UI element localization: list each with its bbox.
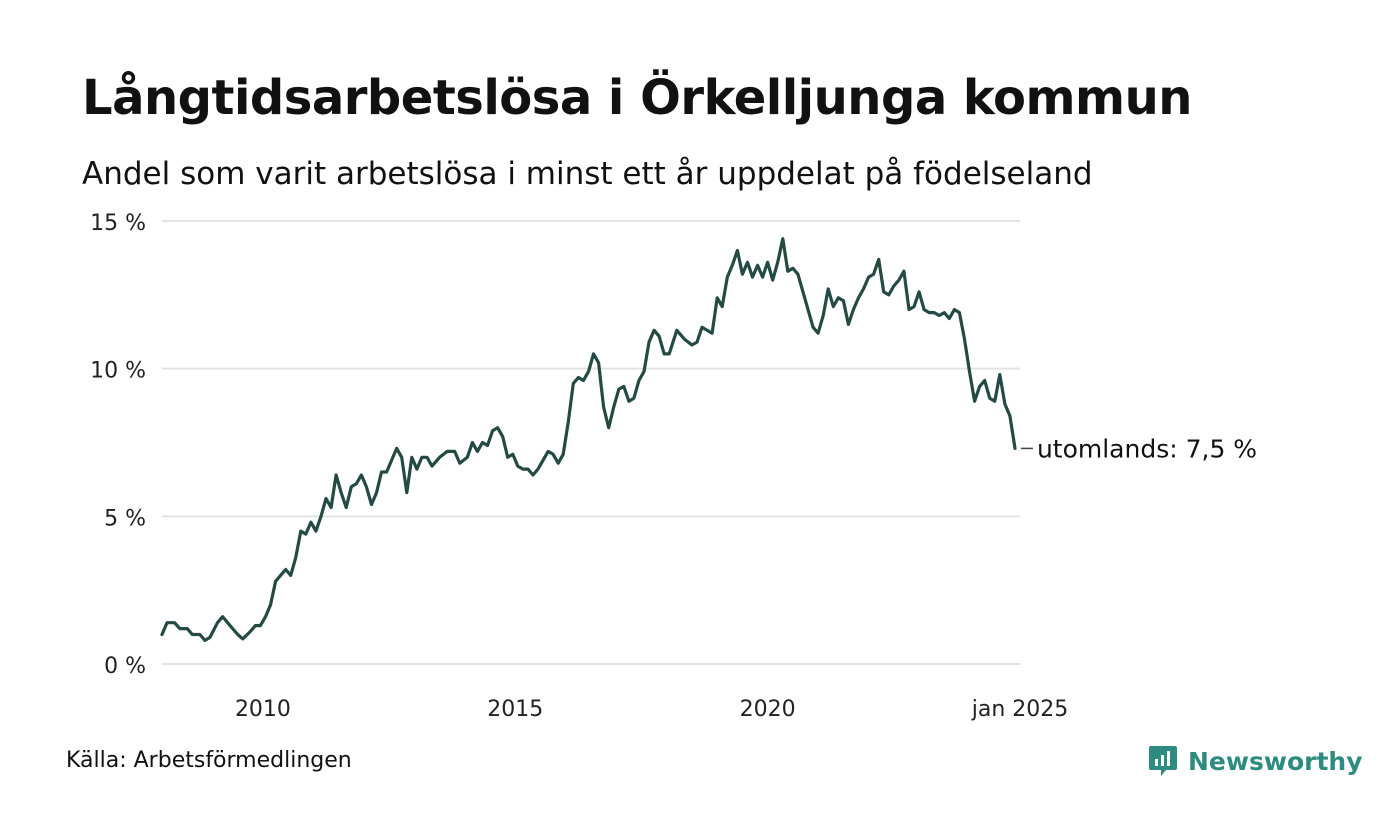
x-tick-label: 2020 xyxy=(740,697,796,722)
y-tick-label: 0 % xyxy=(104,654,146,679)
end-labels: utomlands: 7,5 % xyxy=(1020,434,1257,463)
chart-title: Långtidsarbetslösa i Örkelljunga kommun xyxy=(82,70,1192,126)
newsworthy-logo-text: Newsworthy xyxy=(1188,746,1363,776)
newsworthy-logo: Newsworthy xyxy=(1148,744,1363,778)
x-tick-label: jan 2025 xyxy=(971,697,1069,722)
chart-subtitle: Andel som varit arbetslösa i minst ett å… xyxy=(82,156,1093,192)
y-tick-label: 10 % xyxy=(90,359,146,384)
end-label-utomlands: utomlands: 7,5 % xyxy=(1037,434,1257,463)
x-tick-label: 2015 xyxy=(487,697,543,722)
y-tick-label: 15 % xyxy=(90,211,146,236)
grid-lines xyxy=(162,220,1020,665)
series-line-utomlands xyxy=(160,237,1017,642)
line-chart: 0 % 5 % 10 % 15 % 2010 2015 2020 jan 2025 utom… xyxy=(90,211,1257,722)
y-axis-ticks: 0 % 5 % 10 % 15 % xyxy=(90,211,146,679)
y-tick-label: 5 % xyxy=(104,506,146,531)
x-tick-label: 2010 xyxy=(235,697,291,722)
source-note: Källa: Arbetsförmedlingen xyxy=(66,748,352,773)
newsworthy-logo-icon xyxy=(1149,746,1177,776)
series-lines xyxy=(160,237,1017,642)
x-axis-ticks: 2010 2015 2020 jan 2025 xyxy=(235,697,1068,722)
